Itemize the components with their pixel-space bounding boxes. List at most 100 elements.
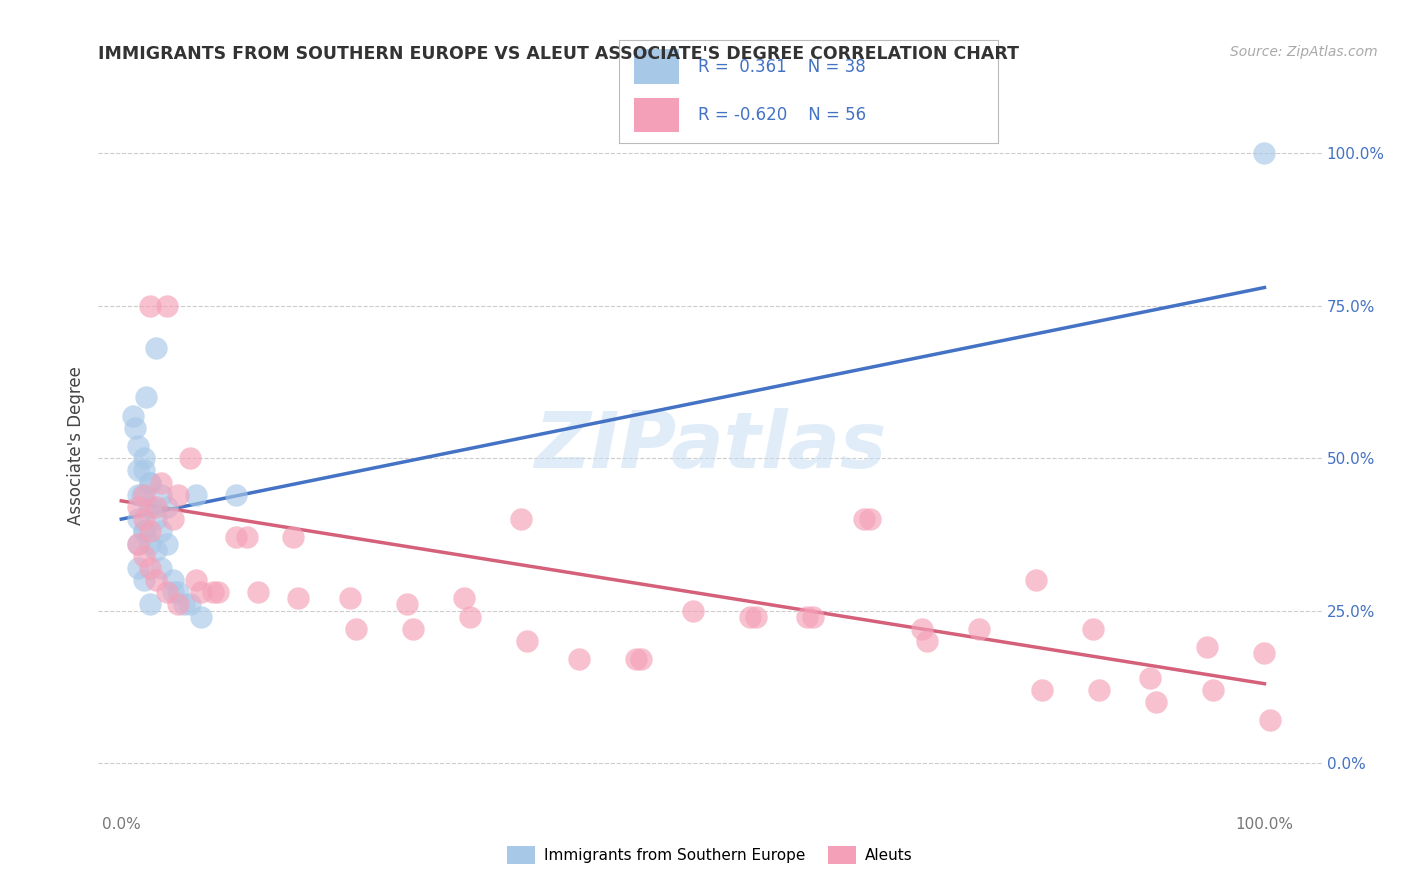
- Point: [682, 603, 704, 617]
- Point: [139, 598, 162, 612]
- Point: [510, 512, 533, 526]
- Point: [139, 475, 162, 490]
- Point: [124, 421, 146, 435]
- Y-axis label: Associate's Degree: Associate's Degree: [66, 367, 84, 525]
- Point: [127, 561, 149, 575]
- Point: [339, 591, 361, 606]
- Point: [139, 524, 162, 539]
- Point: [1081, 622, 1104, 636]
- Point: [167, 585, 190, 599]
- Point: [207, 585, 229, 599]
- Point: [127, 536, 149, 550]
- Point: [134, 463, 156, 477]
- Point: [1025, 573, 1047, 587]
- Point: [134, 512, 156, 526]
- Bar: [634, 97, 679, 132]
- Point: [236, 530, 259, 544]
- Point: [1139, 671, 1161, 685]
- Point: [134, 573, 156, 587]
- Point: [910, 622, 932, 636]
- Point: [134, 524, 156, 539]
- Point: [145, 573, 167, 587]
- Point: [745, 609, 768, 624]
- Point: [162, 573, 184, 587]
- Point: [139, 475, 162, 490]
- Point: [859, 512, 882, 526]
- Point: [344, 622, 367, 636]
- Point: [145, 500, 167, 514]
- Point: [1031, 682, 1053, 697]
- Point: [139, 500, 162, 514]
- Text: ZIPatlas: ZIPatlas: [534, 408, 886, 484]
- Point: [801, 609, 824, 624]
- Point: [190, 585, 212, 599]
- Point: [1087, 682, 1109, 697]
- Point: [287, 591, 309, 606]
- Point: [150, 475, 173, 490]
- Point: [179, 598, 201, 612]
- Point: [915, 634, 938, 648]
- Point: [516, 634, 538, 648]
- Point: [145, 342, 167, 356]
- Point: [179, 451, 201, 466]
- Point: [134, 451, 156, 466]
- Point: [396, 598, 419, 612]
- Point: [134, 549, 156, 563]
- Point: [184, 573, 207, 587]
- Point: [738, 609, 761, 624]
- Point: [1197, 640, 1219, 655]
- Point: [281, 530, 304, 544]
- Point: [796, 609, 818, 624]
- Point: [162, 585, 184, 599]
- Text: R =  0.361    N = 38: R = 0.361 N = 38: [699, 58, 866, 76]
- Point: [630, 652, 652, 666]
- Point: [150, 524, 173, 539]
- Legend: Immigrants from Southern Europe, Aleuts: Immigrants from Southern Europe, Aleuts: [501, 840, 920, 870]
- Point: [853, 512, 876, 526]
- Point: [225, 488, 247, 502]
- Point: [201, 585, 224, 599]
- Point: [150, 561, 173, 575]
- Point: [1253, 146, 1275, 161]
- Point: [967, 622, 990, 636]
- Point: [624, 652, 647, 666]
- Point: [458, 609, 481, 624]
- Point: [127, 500, 149, 514]
- Point: [567, 652, 589, 666]
- Point: [402, 622, 425, 636]
- Point: [134, 524, 156, 539]
- Point: [173, 598, 195, 612]
- Point: [225, 530, 247, 544]
- Point: [1144, 695, 1167, 709]
- Point: [167, 598, 190, 612]
- Point: [139, 299, 162, 313]
- Point: [139, 561, 162, 575]
- Point: [1258, 714, 1281, 728]
- Text: Source: ZipAtlas.com: Source: ZipAtlas.com: [1230, 45, 1378, 59]
- Point: [127, 488, 149, 502]
- Point: [121, 409, 143, 423]
- Point: [127, 536, 149, 550]
- Point: [162, 512, 184, 526]
- Point: [145, 542, 167, 557]
- Bar: [634, 49, 679, 84]
- Point: [135, 390, 157, 404]
- Point: [127, 463, 149, 477]
- Text: IMMIGRANTS FROM SOUTHERN EUROPE VS ALEUT ASSOCIATE'S DEGREE CORRELATION CHART: IMMIGRANTS FROM SOUTHERN EUROPE VS ALEUT…: [98, 45, 1019, 62]
- Point: [131, 488, 153, 502]
- Point: [156, 299, 179, 313]
- Point: [150, 488, 173, 502]
- Point: [190, 609, 212, 624]
- Point: [167, 488, 190, 502]
- Text: R = -0.620    N = 56: R = -0.620 N = 56: [699, 106, 866, 124]
- Point: [247, 585, 270, 599]
- Point: [145, 512, 167, 526]
- Point: [139, 500, 162, 514]
- Point: [184, 488, 207, 502]
- Point: [156, 536, 179, 550]
- Point: [127, 512, 149, 526]
- Point: [1202, 682, 1225, 697]
- Point: [1253, 646, 1275, 660]
- Point: [156, 585, 179, 599]
- Point: [134, 488, 156, 502]
